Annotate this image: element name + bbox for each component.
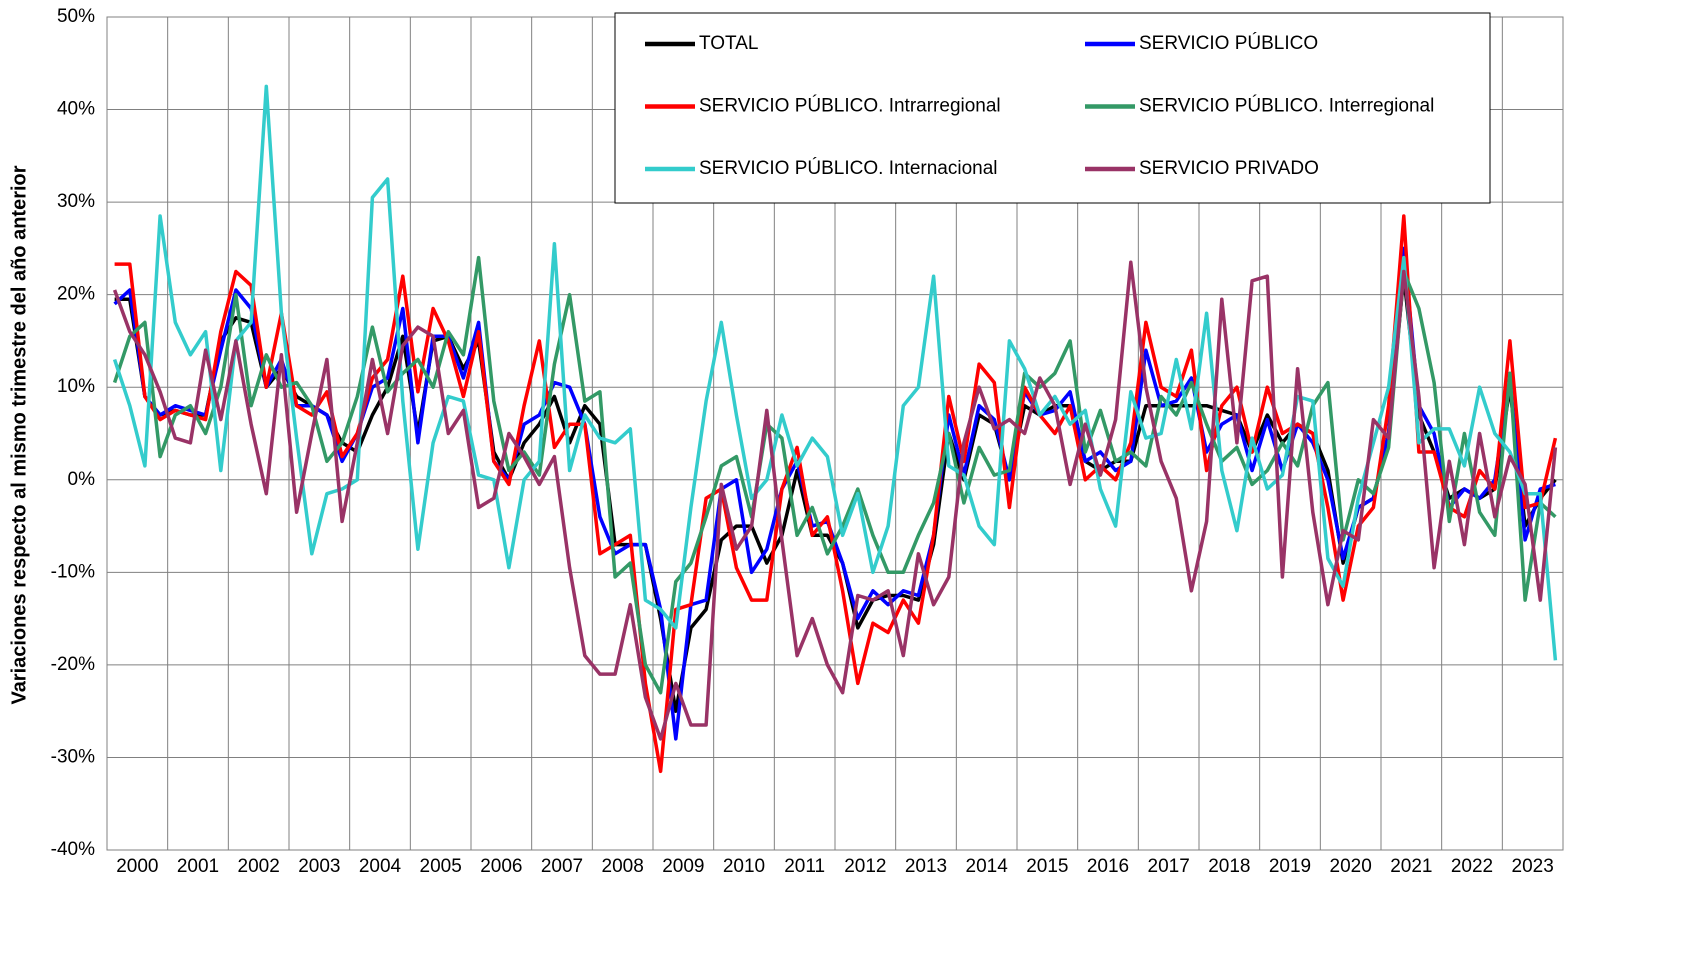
x-tick-label: 2016 — [1087, 856, 1129, 877]
y-tick-label: -30% — [51, 746, 95, 767]
legend-label: SERVICIO PÚBLICO. Interregional — [1139, 95, 1434, 117]
x-tick-label: 2010 — [723, 856, 765, 877]
x-tick-label: 2007 — [541, 856, 583, 877]
x-tick-label: 2000 — [116, 856, 158, 877]
x-tick-label: 2008 — [602, 856, 644, 877]
legend-label: SERVICIO PÚBLICO — [1139, 32, 1318, 54]
x-tick-label: 2012 — [844, 856, 886, 877]
legend-label: SERVICIO PÚBLICO. Intrarregional — [699, 95, 1001, 117]
y-tick-label: -20% — [51, 654, 95, 675]
x-tick-label: 2005 — [420, 856, 462, 877]
x-tick-label: 2011 — [784, 856, 825, 877]
y-tick-label: 50% — [57, 6, 95, 27]
x-tick-label: 2020 — [1330, 856, 1372, 877]
x-tick-label: 2009 — [662, 856, 704, 877]
x-tick-label: 2017 — [1148, 856, 1190, 877]
series-line — [112, 84, 1558, 661]
x-tick-label: 2004 — [359, 856, 402, 877]
legend: TOTAL SERVICIO PÚBLICO SERVICIO PÚBLICO. I… — [614, 12, 1491, 204]
legend-label: SERVICIO PRIVADO — [1139, 158, 1319, 179]
y-tick-label: 20% — [57, 284, 95, 305]
series-line — [114, 214, 1558, 774]
y-tick-label: 0% — [68, 469, 96, 490]
x-tick-label: 2006 — [480, 856, 522, 877]
y-axis-title: Variaciones respecto al mismo trimestre … — [8, 165, 30, 704]
x-tick-label: 2022 — [1451, 856, 1493, 877]
legend-label: SERVICIO PÚBLICO. Internacional — [699, 157, 998, 179]
y-tick-label: 10% — [57, 376, 95, 397]
x-tick-label: 2023 — [1512, 856, 1554, 877]
series-line — [112, 260, 1558, 741]
series-line — [112, 255, 1557, 695]
x-tick-label: 2003 — [298, 856, 340, 877]
legend-label: TOTAL — [699, 33, 758, 54]
x-tick-label: 2013 — [905, 856, 947, 877]
x-tick-label: 2001 — [177, 856, 219, 877]
y-tick-label: -40% — [51, 839, 95, 860]
x-tick-label: 2014 — [966, 856, 1009, 877]
x-tick-label: 2002 — [238, 856, 280, 877]
x-tick-label: 2019 — [1269, 856, 1311, 877]
legend-box — [614, 12, 1491, 204]
x-tick-label: 2018 — [1208, 856, 1250, 877]
y-tick-label: 40% — [57, 99, 95, 120]
y-tick-label: 30% — [57, 191, 95, 212]
y-tick-label: -10% — [51, 561, 95, 582]
x-tick-label: 2015 — [1026, 856, 1068, 877]
x-tick-label: 2021 — [1390, 856, 1432, 877]
